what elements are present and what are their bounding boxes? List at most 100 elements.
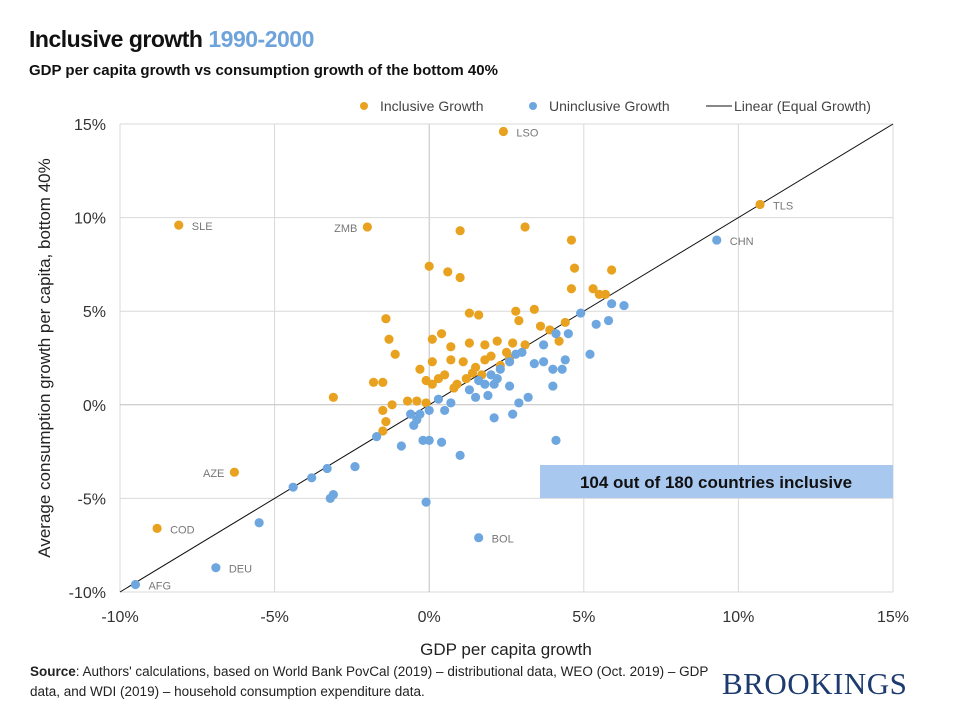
uninclusive-point bbox=[548, 364, 558, 374]
uninclusive-point bbox=[211, 563, 221, 573]
uninclusive-point bbox=[421, 497, 431, 507]
inclusive-point bbox=[520, 222, 530, 232]
x-tick-label: -5% bbox=[260, 609, 288, 626]
legend-inclusive-marker bbox=[360, 102, 368, 110]
uninclusive-point bbox=[539, 357, 549, 367]
legend-line-label: Linear (Equal Growth) bbox=[734, 98, 871, 114]
inclusive-point bbox=[755, 199, 765, 210]
uninclusive-point bbox=[307, 473, 317, 483]
inclusive-point bbox=[433, 373, 444, 384]
inclusive-point bbox=[467, 368, 478, 378]
uninclusive-point bbox=[480, 379, 490, 389]
inclusive-point bbox=[402, 396, 413, 406]
uninclusive-point bbox=[372, 432, 382, 442]
country-label: AZE bbox=[203, 468, 224, 480]
gridlines bbox=[119, 123, 894, 593]
y-tick-label: -5% bbox=[78, 491, 106, 508]
inclusive-point bbox=[455, 226, 465, 236]
data-points bbox=[130, 126, 765, 590]
inclusive-point bbox=[486, 351, 496, 361]
uninclusive-point bbox=[489, 413, 499, 423]
y-tick-label: -10% bbox=[69, 585, 106, 602]
legend-uninclusive-label: Uninclusive Growth bbox=[549, 98, 670, 114]
inclusive-point bbox=[554, 336, 564, 346]
annotation-box bbox=[540, 465, 893, 498]
uninclusive-point bbox=[504, 357, 515, 367]
uninclusive-point bbox=[350, 461, 360, 472]
uninclusive-point bbox=[607, 299, 617, 309]
uninclusive-point bbox=[495, 364, 505, 374]
inclusive-point bbox=[508, 338, 518, 348]
country-label: BOL bbox=[492, 534, 514, 546]
inclusive-point bbox=[458, 357, 468, 367]
annotation: 104 out of 180 countries inclusive bbox=[540, 465, 893, 498]
uninclusive-point bbox=[539, 340, 549, 350]
uninclusive-point bbox=[464, 385, 474, 395]
country-label: COD bbox=[170, 524, 195, 536]
inclusive-point bbox=[427, 334, 437, 344]
inclusive-point bbox=[514, 315, 524, 326]
country-label: DEU bbox=[229, 564, 252, 576]
title-main: Inclusive growth bbox=[29, 26, 203, 52]
inclusive-point bbox=[455, 272, 465, 283]
inclusive-point bbox=[424, 261, 434, 271]
source-note: Source: Authors' calculations, based on … bbox=[30, 662, 720, 702]
country-label: AFG bbox=[148, 581, 171, 593]
inclusive-point bbox=[328, 392, 338, 402]
inclusive-point bbox=[378, 377, 388, 387]
chart-title: Inclusive growth 1990-2000 bbox=[29, 26, 314, 53]
inclusive-point bbox=[390, 349, 400, 359]
y-tick-label: 5% bbox=[83, 304, 106, 321]
inclusive-point bbox=[174, 220, 184, 230]
inclusive-point bbox=[511, 306, 521, 316]
chart-subtitle: GDP per capita growth vs consumption gro… bbox=[29, 62, 498, 79]
uninclusive-point bbox=[440, 405, 450, 416]
x-tick-label: -10% bbox=[101, 609, 138, 626]
uninclusive-point bbox=[517, 347, 527, 357]
inclusive-point bbox=[229, 467, 240, 477]
legend-uninclusive-marker bbox=[529, 102, 537, 110]
uninclusive-point bbox=[563, 329, 573, 339]
inclusive-point bbox=[607, 265, 617, 275]
legend-inclusive-label: Inclusive Growth bbox=[380, 98, 483, 114]
inclusive-point bbox=[464, 308, 474, 318]
inclusive-point bbox=[529, 304, 539, 314]
y-axis-label: Average consumption growth per capita, b… bbox=[35, 158, 54, 557]
inclusive-point bbox=[566, 284, 577, 294]
inclusive-point bbox=[378, 426, 388, 436]
title-years: 1990-2000 bbox=[208, 26, 314, 52]
inclusive-point bbox=[152, 523, 162, 533]
uninclusive-point bbox=[254, 518, 264, 528]
uninclusive-point bbox=[514, 398, 524, 408]
country-label: TLS bbox=[773, 200, 793, 212]
inclusive-point bbox=[421, 398, 431, 408]
uninclusive-point bbox=[470, 392, 481, 402]
uninclusive-point bbox=[557, 364, 567, 374]
uninclusive-point bbox=[508, 409, 518, 419]
uninclusive-point bbox=[504, 381, 515, 391]
y-tick-label: 10% bbox=[74, 211, 106, 228]
uninclusive-point bbox=[474, 533, 484, 543]
country-label: CHN bbox=[730, 236, 754, 248]
y-tick-label: 0% bbox=[83, 398, 106, 415]
uninclusive-point bbox=[406, 409, 416, 419]
uninclusive-point bbox=[576, 308, 586, 318]
inclusive-point bbox=[378, 405, 388, 416]
inclusive-point bbox=[427, 357, 437, 367]
inclusive-point bbox=[464, 338, 474, 348]
tick-labels: -10% -10% -5% -5% 0% 0% 5% 5% 10% 10% 15% 15% bbox=[69, 117, 909, 626]
source-label: Source bbox=[30, 664, 76, 679]
inclusive-point bbox=[446, 342, 456, 352]
uninclusive-point bbox=[433, 394, 444, 404]
inclusive-point bbox=[566, 235, 577, 245]
country-label: SLE bbox=[192, 221, 213, 233]
inclusive-point bbox=[446, 355, 456, 365]
inclusive-point bbox=[480, 340, 490, 350]
source-text: : Authors' calculations, based on World … bbox=[30, 664, 709, 699]
inclusive-point bbox=[535, 321, 546, 331]
x-tick-label: 0% bbox=[418, 609, 441, 626]
uninclusive-point bbox=[396, 441, 406, 451]
inclusive-point bbox=[381, 314, 391, 324]
uninclusive-point bbox=[325, 493, 335, 503]
